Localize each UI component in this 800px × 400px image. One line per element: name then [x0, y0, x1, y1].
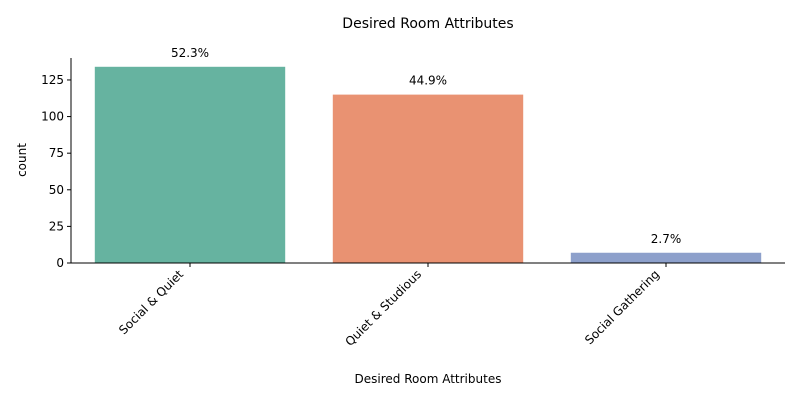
- bar-1: [332, 94, 524, 263]
- bar-data-label: 52.3%: [171, 46, 209, 60]
- bar-2: [570, 252, 762, 263]
- bar-data-label: 2.7%: [651, 232, 682, 246]
- y-axis-ticks: 0 25 50 75 100 125: [41, 73, 71, 270]
- x-tick-label: Quiet & Studious: [342, 267, 424, 349]
- y-tick-label: 75: [49, 146, 64, 160]
- x-axis-ticks: Social & Quiet Quiet & Studious Social Gat…: [116, 263, 667, 349]
- plot-area: 52.3% 44.9% 2.7%: [94, 46, 762, 263]
- bar-data-label: 44.9%: [409, 74, 447, 88]
- x-axis-label: Desired Room Attributes: [355, 372, 502, 386]
- y-tick-label: 25: [49, 219, 64, 233]
- x-tick-label: Social & Quiet: [116, 267, 186, 337]
- y-tick-label: 50: [49, 183, 64, 197]
- y-tick-label: 125: [41, 73, 64, 87]
- bar-0: [94, 66, 286, 263]
- y-tick-label: 100: [41, 110, 64, 124]
- x-tick-label: Social Gathering: [582, 267, 662, 347]
- y-tick-label: 0: [56, 256, 64, 270]
- chart-title: Desired Room Attributes: [342, 16, 513, 32]
- y-axis-label: count: [15, 143, 29, 177]
